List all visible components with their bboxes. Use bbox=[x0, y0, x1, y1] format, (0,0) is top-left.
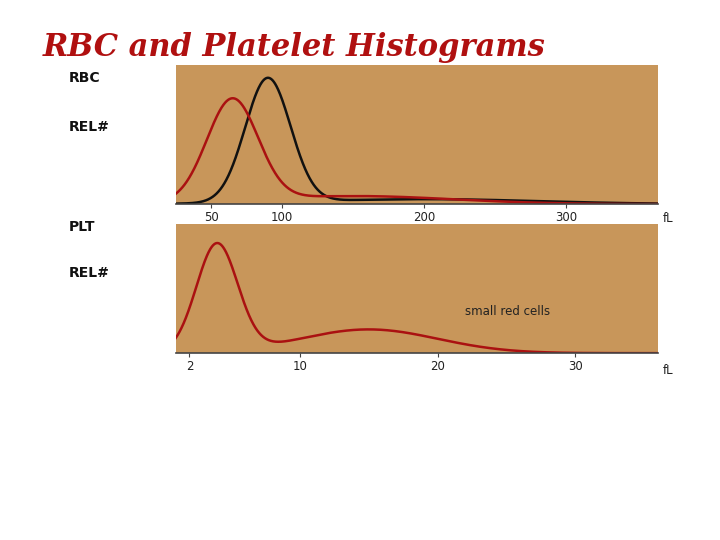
Text: REL#: REL# bbox=[69, 120, 110, 134]
Text: Microcytic red cell population.: Microcytic red cell population. bbox=[22, 495, 359, 514]
Text: fL: fL bbox=[663, 363, 673, 376]
Text: RBC: RBC bbox=[69, 71, 101, 85]
Text: line on the RBC histogram  graphically represents a: line on the RBC histogram graphically re… bbox=[22, 446, 576, 465]
Text: The black line represents normal cell distribution.  The red: The black line represents normal cell di… bbox=[22, 397, 674, 416]
Text: small red cells: small red cells bbox=[465, 305, 550, 318]
Text: fL: fL bbox=[663, 212, 673, 226]
Text: RBC and Platelet Histograms: RBC and Platelet Histograms bbox=[43, 32, 546, 63]
Text: REL#: REL# bbox=[69, 266, 110, 280]
Text: PLT: PLT bbox=[69, 220, 96, 234]
